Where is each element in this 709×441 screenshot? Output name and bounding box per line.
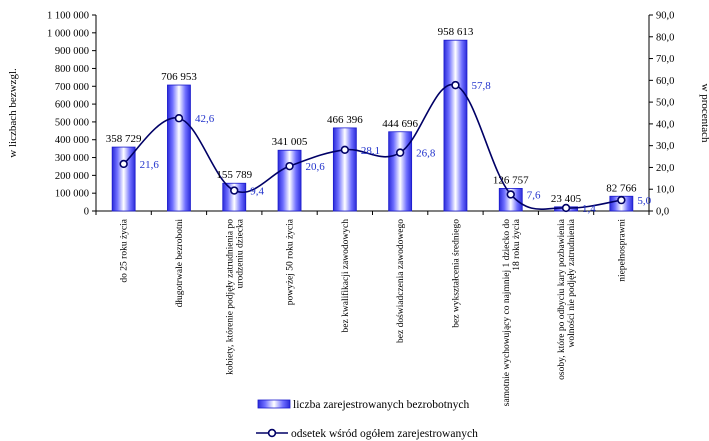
y-left-tick-label: 1 100 000 xyxy=(47,11,89,22)
chart-axes: 0 100 000 200 000 300 000 400 000 500 000 600 … xyxy=(7,11,709,218)
y-right-tick-label: 70,0 xyxy=(656,54,674,65)
line-value-label: 42,6 xyxy=(195,113,215,125)
legend-bar-label: liczba zarejestrowanych bezrobotnych xyxy=(293,399,469,411)
legend-bar-swatch xyxy=(257,399,291,409)
line-value-label: 7,6 xyxy=(527,189,541,201)
bar-value-label: 466 396 xyxy=(327,114,363,126)
category-label: bez wykształcenia średniego xyxy=(451,219,461,328)
bar xyxy=(332,127,357,212)
bar-value-label: 706 953 xyxy=(161,71,197,83)
y-left-tick-label: 0 xyxy=(84,207,89,218)
bar xyxy=(277,149,302,212)
y-axis-left-title: w liczbach bezwzgl. xyxy=(7,68,19,158)
category-label: do 25 roku życia xyxy=(120,218,130,282)
line-point xyxy=(174,114,184,123)
line-point xyxy=(285,161,294,171)
y-axis-right-title: w procentach xyxy=(699,84,709,143)
bar-value-label: 82 766 xyxy=(606,182,637,194)
line-value-label: 57,8 xyxy=(471,80,491,92)
line-point xyxy=(395,148,405,157)
y-right-tick-label: 50,0 xyxy=(656,98,674,109)
bar xyxy=(443,39,468,212)
bar xyxy=(498,188,523,212)
bar xyxy=(167,84,191,212)
y-left-tick-label: 400 000 xyxy=(55,135,89,146)
bar xyxy=(222,182,247,212)
y-right-tick-label: 30,0 xyxy=(656,141,674,152)
y-left-tick-label: 800 000 xyxy=(55,64,89,75)
category-label: osoby, które po odbyciu kary pozbawienia xyxy=(557,218,567,380)
y-right-tick-label: 90,0 xyxy=(656,11,674,22)
line-value-label: 5,0 xyxy=(637,195,651,207)
legend-line-label: odsetek wśród ogółem zarejestrowanych xyxy=(291,428,478,440)
line-value-label: 21,6 xyxy=(140,159,160,171)
chart-category-labels: do 25 roku życia długotrwale bezrobotni ko… xyxy=(120,218,628,406)
bar-value-label: 444 696 xyxy=(382,118,418,130)
category-label: urodzeniu dziecka xyxy=(235,218,245,288)
y-right-tick-label: 40,0 xyxy=(656,119,674,130)
category-label: kobiety, którenie podjęły zatrudnienia p… xyxy=(225,219,235,375)
category-label: powyżej 50 roku życia xyxy=(286,218,296,305)
category-label: samotnie wychowujący co najmniej 1 dziec… xyxy=(502,219,512,407)
bar xyxy=(111,146,136,212)
category-label: wolności nie podjęły zatrudnienia xyxy=(567,218,577,347)
y-left-tick-label: 600 000 xyxy=(55,100,89,111)
chart-bars xyxy=(111,39,634,212)
line-point xyxy=(561,203,571,213)
y-right-tick-label: 80,0 xyxy=(656,32,674,43)
y-left-tick-label: 900 000 xyxy=(55,46,89,57)
line-value-label: 28,1 xyxy=(361,145,380,157)
chart-legend: liczba zarejestrowanych bezrobotnych odse… xyxy=(256,399,478,440)
bar-value-label: 958 613 xyxy=(438,26,474,38)
line-point xyxy=(340,145,350,155)
line-point xyxy=(451,80,460,90)
bar-value-label: 358 729 xyxy=(106,133,142,145)
y-left-tick-label: 300 000 xyxy=(55,153,89,164)
y-right-tick-label: 60,0 xyxy=(656,76,674,87)
line-point xyxy=(506,190,515,199)
category-label: niepełnosprawni xyxy=(617,219,627,282)
line-value-label: 1,4 xyxy=(582,203,596,215)
line-value-label: 26,8 xyxy=(416,148,436,160)
bar-value-label: 23 405 xyxy=(551,193,582,205)
bar-value-label: 126 757 xyxy=(493,174,529,186)
legend-line-marker xyxy=(267,428,277,438)
y-right-tick-label: 10,0 xyxy=(656,185,674,196)
chart-line-series xyxy=(119,80,626,213)
bar-value-label: 341 005 xyxy=(272,136,308,148)
y-left-tick-label: 700 000 xyxy=(55,82,89,93)
y-left-tick-label: 500 000 xyxy=(55,117,89,128)
bar-value-label: 155 789 xyxy=(216,169,252,181)
line-value-label: 9,4 xyxy=(250,186,264,198)
category-label: długotrwale bezrobotni xyxy=(175,219,185,308)
line-point xyxy=(617,195,626,205)
bar xyxy=(388,131,413,212)
category-label: bez doświadczenia zawodowego xyxy=(396,219,406,343)
y-left-tick-label: 1 000 000 xyxy=(47,28,89,39)
line-series-path xyxy=(123,83,622,210)
y-left-tick-label: 100 000 xyxy=(55,189,89,200)
y-right-tick-label: 0,0 xyxy=(656,207,669,218)
category-label: 18 roku życia xyxy=(512,218,522,270)
category-label: bez kwalifikacji zawodowych xyxy=(340,219,351,333)
line-value-label: 20,6 xyxy=(306,161,326,173)
chart-data-labels: 358 729 706 953 155 789 341 005 466 396 444 6… xyxy=(106,26,652,215)
line-point xyxy=(230,186,239,195)
y-left-tick-label: 200 000 xyxy=(55,171,89,182)
y-right-tick-label: 20,0 xyxy=(656,163,674,174)
line-point xyxy=(119,159,128,169)
